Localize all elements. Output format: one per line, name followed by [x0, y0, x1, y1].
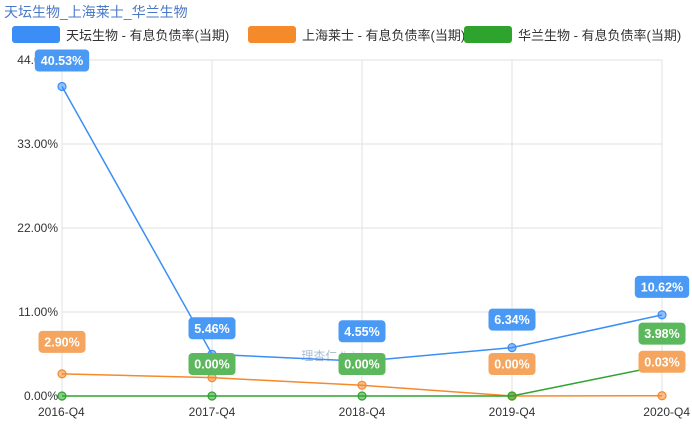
data-point [57, 369, 67, 379]
legend-swatch-2 [248, 26, 296, 43]
data-label-box [188, 353, 236, 375]
x-tick-label: 2018-Q4 [339, 405, 386, 419]
data-label-box [638, 350, 686, 373]
y-axis: 0.00%11.00%22.00%33.00%44.00% [17, 53, 58, 403]
data-label: 4.55% [344, 325, 379, 339]
data-point [207, 391, 217, 401]
data-point [507, 342, 517, 353]
data-label: 5.46% [194, 322, 229, 336]
x-tick-label: 2020-Q4 [643, 405, 690, 419]
data-label: 40.53% [41, 54, 83, 68]
data-point [57, 391, 67, 401]
data-label: 0.00% [344, 358, 379, 372]
x-tick-label: 2017-Q4 [189, 405, 236, 419]
data-label-box [188, 317, 236, 340]
data-label-box [488, 308, 536, 331]
data-label-box [488, 353, 536, 375]
data-point [657, 391, 667, 401]
data-label-box [338, 353, 386, 375]
legend-swatch-3 [464, 26, 512, 43]
data-label: 0.03% [644, 355, 679, 369]
data-labels: 40.53% 5.46% 4.55% 6.34% 10.62% 2.90% 0.00% 0.0… [34, 49, 690, 375]
legend-label-3: 华兰生物 - 有息负债率(当期) [518, 28, 681, 43]
data-label-box [38, 330, 86, 353]
data-label: 6.34% [494, 313, 529, 327]
data-point [357, 380, 367, 390]
data-label-box [634, 275, 690, 298]
x-tick-label: 2019-Q4 [489, 405, 536, 419]
data-label: 2.90% [44, 335, 79, 349]
data-point [57, 81, 67, 92]
y-tick-label: 33.00% [17, 137, 58, 151]
x-axis: 2016-Q4 2017-Q4 2018-Q4 2019-Q4 2020-Q4 [38, 405, 690, 419]
chart-title: 天坛生物_上海莱士_华兰生物 [4, 4, 188, 20]
y-tick-label: 22.00% [17, 221, 58, 235]
legend-swatch-1 [12, 26, 60, 43]
data-label: 0.00% [194, 358, 229, 372]
legend-label-2: 上海莱士 - 有息负债率(当期) [302, 28, 465, 43]
data-label: 0.00% [494, 358, 529, 372]
data-point [357, 391, 367, 401]
data-label: 3.98% [644, 327, 679, 341]
y-tick-label: 11.00% [18, 305, 58, 319]
legend-label-1: 天坛生物 - 有息负债率(当期) [66, 28, 229, 43]
data-label-box [638, 322, 686, 345]
y-tick-label: 0.00% [24, 389, 58, 403]
data-label: 10.62% [641, 280, 683, 294]
legend[interactable]: 天坛生物 - 有息负债率(当期) 上海莱士 - 有息负债率(当期) 华兰生物 - 有… [12, 26, 681, 43]
data-point [657, 310, 667, 320]
data-label-box [338, 320, 386, 343]
x-tick-label: 2016-Q4 [38, 405, 85, 419]
data-label-box [34, 49, 90, 72]
grid [61, 59, 663, 397]
data-point [507, 391, 517, 401]
